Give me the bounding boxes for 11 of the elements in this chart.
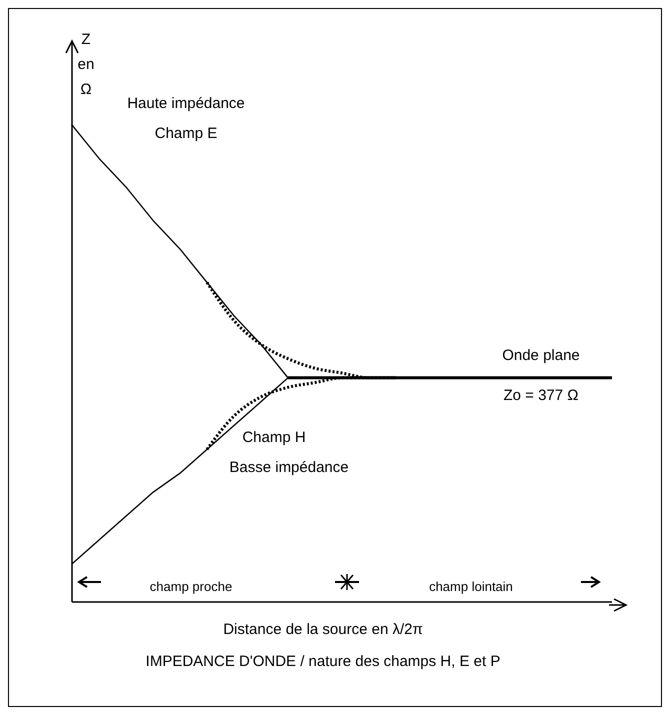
annotation: champ proche [148, 579, 234, 594]
annotation: Basse impédance [228, 459, 350, 476]
annotation: Champ E [154, 125, 218, 142]
annotation: Onde plane [501, 347, 581, 364]
annotation: champ lointain [428, 579, 514, 594]
text: IMPEDANCE D'ONDE / nature des champs H, E et P [144, 653, 502, 670]
annotation: Champ H [241, 429, 307, 446]
x-axis-title: Distance de la source en λ/2π [222, 621, 424, 638]
annotation: Zo = 377 Ω [502, 387, 580, 404]
y-axis-title: Z en Ω [76, 31, 96, 98]
text: Haute impédance [127, 95, 245, 112]
